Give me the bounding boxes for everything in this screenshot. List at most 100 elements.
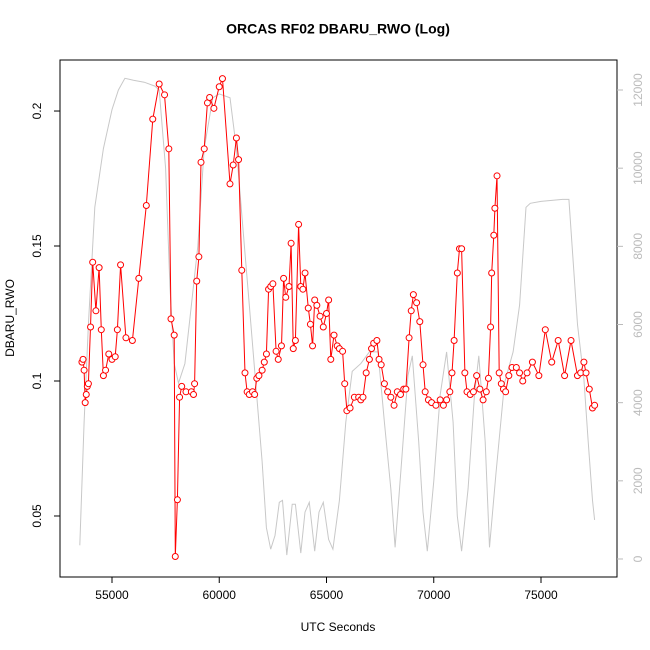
data-point (432, 401, 440, 409)
data-point (365, 355, 373, 363)
data-point (591, 401, 599, 409)
data-point (195, 253, 203, 261)
data-point (450, 337, 458, 345)
data-point (285, 283, 293, 291)
data-point (178, 382, 186, 390)
data-point (295, 220, 303, 228)
data-point (255, 372, 263, 380)
data-point (359, 393, 367, 401)
data-point (82, 390, 90, 398)
data-point (461, 369, 469, 377)
data-point (473, 372, 481, 380)
data-point (117, 261, 125, 269)
data-point (519, 377, 527, 385)
data-point (309, 342, 317, 350)
data-point (528, 358, 536, 366)
data-point (277, 342, 285, 350)
data-point (316, 312, 324, 320)
data-point (469, 388, 477, 396)
data-point (176, 393, 184, 401)
data-point (122, 334, 130, 342)
data-point (149, 115, 157, 123)
y2-tick-label: 10000 (631, 151, 645, 185)
data-point (173, 496, 181, 504)
data-point (142, 202, 150, 210)
data-point (479, 396, 487, 404)
data-point (380, 380, 388, 388)
data-point (218, 75, 226, 83)
data-point (512, 364, 520, 372)
data-point (165, 145, 173, 153)
data-point (390, 401, 398, 409)
x-tick-label: 65000 (310, 588, 344, 602)
data-point (487, 323, 495, 331)
x-axis-label: UTC Seconds (301, 620, 376, 634)
data-point (262, 350, 270, 358)
data-point (193, 277, 201, 285)
data-point (79, 355, 87, 363)
data-point (190, 390, 198, 398)
data-point (482, 388, 490, 396)
data-point (241, 369, 249, 377)
data-point (384, 388, 392, 396)
data-point (226, 180, 234, 188)
data-point (362, 369, 370, 377)
plot-frame (59, 59, 618, 578)
data-point (585, 385, 593, 393)
data-point (304, 304, 312, 312)
y2-tick-label: 6000 (631, 311, 645, 338)
data-point (89, 258, 97, 266)
data-point (341, 380, 349, 388)
data-point (84, 380, 92, 388)
x-tick-label: 75000 (524, 588, 558, 602)
data-point (274, 355, 282, 363)
data-point (155, 80, 163, 88)
data-point (567, 337, 575, 345)
data-point (491, 204, 499, 212)
data-point (229, 161, 237, 169)
data-point (113, 326, 121, 334)
data-point (443, 396, 451, 404)
data-point (170, 331, 178, 339)
data-point (235, 156, 243, 164)
data-point (232, 134, 240, 142)
data-point (339, 347, 347, 355)
y2-tick-label: 4000 (631, 389, 645, 416)
data-point (291, 337, 299, 345)
data-point (448, 369, 456, 377)
data-point (258, 366, 266, 374)
data-point (238, 266, 246, 274)
data-point (97, 326, 105, 334)
data-point (407, 307, 415, 315)
data-point (502, 388, 510, 396)
data-point (548, 358, 556, 366)
data-point (523, 369, 531, 377)
data-point (81, 399, 89, 407)
data-point (330, 331, 338, 339)
data-point (161, 91, 169, 99)
data-point (87, 323, 95, 331)
data-point (301, 269, 309, 277)
data-point (289, 345, 297, 353)
data-point (580, 358, 588, 366)
data-point (299, 285, 307, 293)
data-point (128, 337, 136, 345)
data-point (215, 83, 223, 91)
data-point (516, 369, 524, 377)
data-point (346, 404, 354, 412)
data-point (280, 274, 288, 282)
data-point (269, 280, 277, 288)
y-tick-label: 0.1 (30, 372, 44, 389)
data-point (397, 390, 405, 398)
data-point (453, 269, 461, 277)
data-point (495, 369, 503, 377)
data-point (327, 355, 335, 363)
y2-tick-label: 0 (631, 555, 645, 562)
data-point (111, 353, 119, 361)
data-point (206, 94, 214, 102)
y-tick-label: 0.05 (30, 504, 44, 528)
data-point (322, 310, 330, 318)
data-point (306, 320, 314, 328)
data-point (535, 372, 543, 380)
